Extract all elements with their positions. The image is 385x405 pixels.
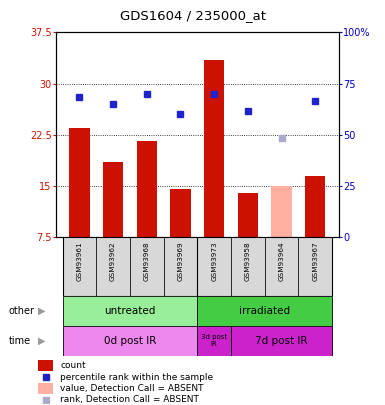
- Text: rank, Detection Call = ABSENT: rank, Detection Call = ABSENT: [60, 395, 199, 404]
- Bar: [96, 237, 130, 296]
- Bar: [62, 296, 198, 326]
- Text: GSM93973: GSM93973: [211, 242, 217, 281]
- Text: 0d post IR: 0d post IR: [104, 336, 156, 346]
- Bar: [38, 383, 53, 394]
- Bar: [238, 193, 258, 237]
- Bar: [137, 141, 157, 237]
- Text: GSM93961: GSM93961: [76, 242, 82, 281]
- Bar: [171, 189, 191, 237]
- Text: 7d post IR: 7d post IR: [255, 336, 308, 346]
- Bar: [62, 237, 96, 296]
- Text: GSM93968: GSM93968: [144, 242, 150, 281]
- Bar: [305, 176, 325, 237]
- Text: GSM93964: GSM93964: [278, 242, 285, 281]
- Text: GDS1604 / 235000_at: GDS1604 / 235000_at: [119, 9, 266, 22]
- Text: ▶: ▶: [38, 306, 45, 316]
- Text: irradiated: irradiated: [239, 306, 290, 316]
- Text: ▶: ▶: [38, 336, 45, 346]
- Bar: [103, 162, 123, 237]
- Bar: [69, 128, 90, 237]
- Bar: [231, 326, 332, 356]
- Text: percentile rank within the sample: percentile rank within the sample: [60, 373, 213, 382]
- Bar: [271, 186, 292, 237]
- Bar: [164, 237, 198, 296]
- Bar: [298, 237, 332, 296]
- Bar: [130, 237, 164, 296]
- Bar: [265, 237, 298, 296]
- Bar: [231, 237, 265, 296]
- Bar: [198, 237, 231, 296]
- Bar: [204, 60, 224, 237]
- Text: other: other: [8, 306, 35, 316]
- Text: untreated: untreated: [104, 306, 156, 316]
- Text: GSM93969: GSM93969: [177, 242, 184, 281]
- Text: time: time: [8, 336, 30, 346]
- Text: GSM93967: GSM93967: [312, 242, 318, 281]
- Bar: [62, 326, 198, 356]
- Bar: [198, 296, 332, 326]
- Bar: [198, 326, 231, 356]
- Text: GSM93958: GSM93958: [245, 242, 251, 281]
- Text: count: count: [60, 361, 86, 370]
- Text: value, Detection Call = ABSENT: value, Detection Call = ABSENT: [60, 384, 204, 393]
- Text: GSM93962: GSM93962: [110, 242, 116, 281]
- Text: 3d post
IR: 3d post IR: [201, 334, 227, 347]
- Bar: [38, 360, 53, 371]
